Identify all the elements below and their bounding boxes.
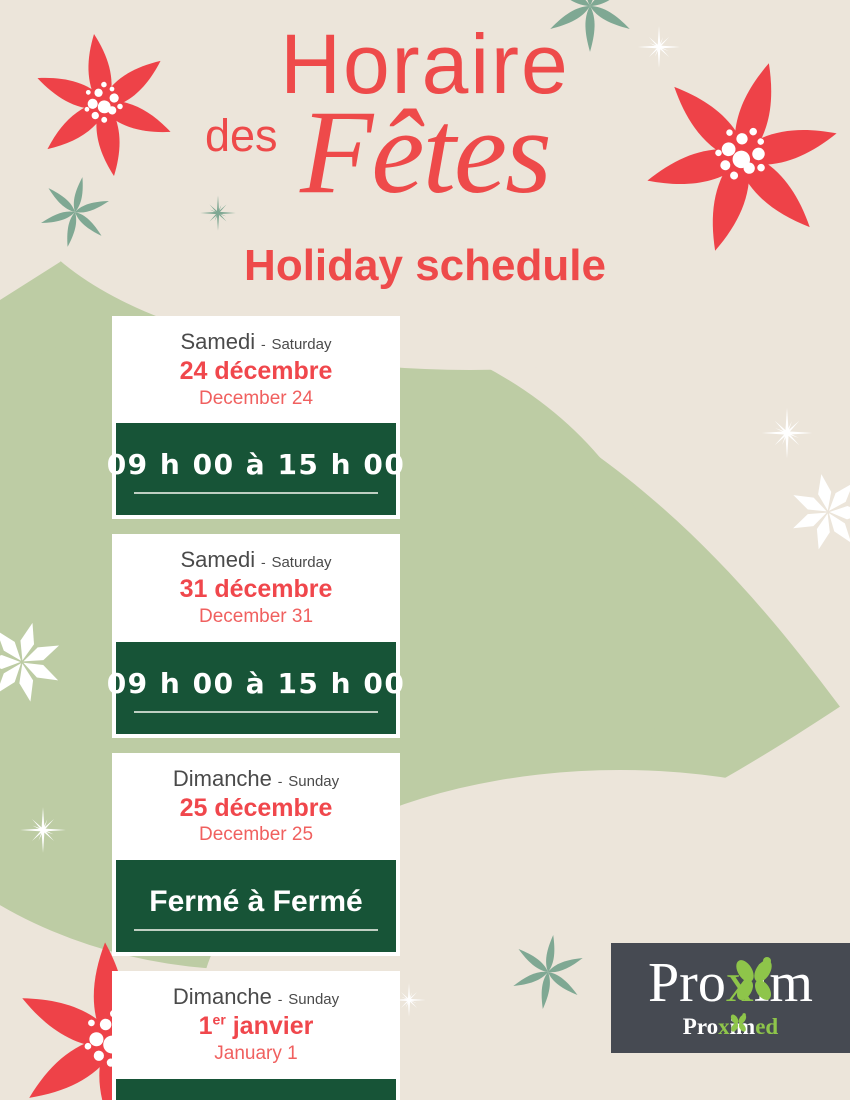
schedule-card-header: Dimanche - Sunday 25 décembre December 25 bbox=[112, 752, 400, 857]
schedule-card-header: Samedi - Saturday 31 décembre December 31 bbox=[112, 534, 400, 638]
date-fr-month: janvier bbox=[225, 1012, 314, 1041]
logo-sub-text-pro: Pro bbox=[682, 1014, 719, 1039]
logo-text-pro: Pro bbox=[648, 952, 726, 1014]
day-name-separator: - bbox=[260, 336, 266, 352]
schedule-card-header: Samedi - Saturday 24 décembre December 24 bbox=[112, 316, 400, 420]
date-en: December 31 bbox=[198, 605, 314, 627]
day-name-fr: Dimanche bbox=[172, 984, 272, 1010]
date-en: December 24 bbox=[198, 387, 314, 409]
butterfly-small-icon bbox=[730, 1013, 747, 1032]
logo-sub-text-ed: ed bbox=[755, 1014, 779, 1039]
proxim-logo: Proxim Proximed bbox=[611, 943, 850, 1053]
opening-hours-text: Fermé à Fermé bbox=[149, 884, 363, 918]
date-en: January 1 bbox=[214, 1042, 298, 1064]
date-fr: 31 décembre bbox=[179, 575, 333, 604]
schedule-card-hours-block: 09 h 00 à 15 h 00 bbox=[107, 423, 404, 516]
day-name-line: Dimanche - Sunday bbox=[120, 985, 392, 1009]
schedule-card-hours-block: 09 h 00 à 15 h 00 bbox=[107, 641, 404, 734]
date-fr-ordinal-suffix: er bbox=[212, 1011, 226, 1028]
day-name-separator: - bbox=[277, 772, 283, 789]
schedule-card-hours-block: Fermé à Fermé bbox=[116, 1078, 396, 1100]
date-fr: 24 décembre bbox=[179, 357, 333, 386]
date-fr-number: 1 bbox=[198, 1012, 213, 1041]
day-name-fr: Samedi bbox=[180, 329, 256, 354]
poster-header: Horaire des Fêtes Holiday schedule bbox=[0, 0, 850, 300]
schedule-card: Samedi - Saturday 31 décembre December 31 0… bbox=[107, 534, 404, 738]
day-name-line: Dimanche - Sunday bbox=[120, 767, 392, 791]
day-name-separator: - bbox=[277, 991, 283, 1008]
schedule-card-hours-block: Fermé à Fermé bbox=[116, 860, 396, 953]
page-subtitle-holiday-schedule: Holiday schedule bbox=[244, 241, 606, 290]
opening-hours-text: 09 h 00 à 15 h 00 bbox=[106, 666, 406, 700]
day-name-fr: Samedi bbox=[180, 547, 256, 573]
page-title-des: des bbox=[205, 110, 278, 161]
day-name-en: Sunday bbox=[288, 991, 340, 1009]
day-name-line: Samedi - Saturday bbox=[120, 548, 392, 572]
hours-underline bbox=[134, 492, 378, 495]
butterfly-icon bbox=[736, 957, 772, 1000]
hours-underline bbox=[134, 710, 378, 713]
logo-sub-text-x: x bbox=[718, 1014, 730, 1039]
page-title-fetes: Fêtes bbox=[300, 85, 552, 218]
hours-underline bbox=[134, 929, 378, 932]
day-name-en: Saturday bbox=[271, 554, 332, 572]
day-name-en: Sunday bbox=[288, 772, 340, 790]
schedule-card: Dimanche - Sunday 25 décembre December 25 F… bbox=[112, 752, 400, 957]
logo-wordmark: Proxim bbox=[611, 955, 850, 1011]
day-name-en: Saturday bbox=[271, 336, 332, 353]
schedule-card-header: Dimanche - Sunday 1er janvier January 1 bbox=[112, 971, 400, 1075]
schedule-card: Samedi - Saturday 24 décembre December 24 0… bbox=[107, 316, 404, 520]
date-fr: 25 décembre bbox=[179, 793, 333, 822]
opening-hours-text: 09 h 00 à 15 h 00 bbox=[106, 448, 406, 482]
day-name-fr: Dimanche bbox=[172, 765, 272, 791]
day-name-line: Samedi - Saturday bbox=[120, 330, 392, 354]
day-name-separator: - bbox=[260, 554, 266, 571]
date-fr: 1er janvier bbox=[120, 1011, 392, 1041]
date-en: December 25 bbox=[198, 824, 314, 846]
